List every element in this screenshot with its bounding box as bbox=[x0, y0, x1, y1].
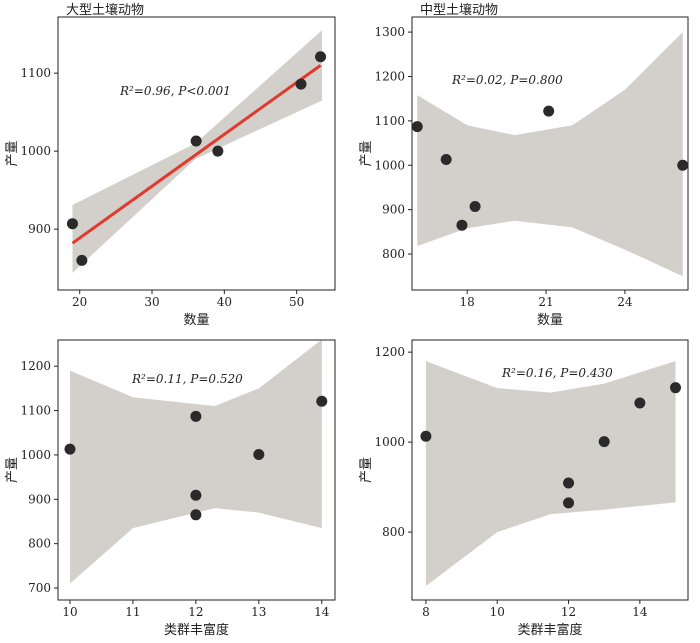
point bbox=[64, 443, 76, 455]
point bbox=[440, 153, 452, 165]
y-tick-label: 1000 bbox=[374, 435, 405, 449]
x-tick-label: 10 bbox=[62, 605, 77, 619]
panel-title: 大型土壤动物 bbox=[66, 2, 144, 18]
point bbox=[76, 254, 88, 266]
x-tick-label: 12 bbox=[561, 605, 576, 619]
y-tick-label: 900 bbox=[28, 492, 51, 506]
x-tick-label: 11 bbox=[125, 605, 140, 619]
confidence-band bbox=[425, 361, 676, 587]
point bbox=[190, 489, 202, 501]
confidence-band bbox=[72, 30, 322, 273]
y-axis-label: 产量 bbox=[359, 457, 374, 483]
plot-frame bbox=[57, 16, 336, 291]
plot-frame bbox=[57, 339, 336, 601]
point bbox=[670, 382, 682, 394]
point bbox=[469, 201, 481, 213]
point bbox=[190, 509, 202, 521]
y-tick-label: 1200 bbox=[20, 359, 51, 373]
y-tick-label: 800 bbox=[382, 247, 405, 261]
point bbox=[420, 430, 432, 442]
y-tick-label: 1000 bbox=[20, 448, 51, 462]
annotation: R²=0.02, P=0.800 bbox=[451, 73, 563, 87]
x-tick-label: 14 bbox=[314, 605, 330, 619]
point bbox=[190, 410, 202, 422]
point bbox=[411, 121, 423, 133]
x-axis-label: 类群丰富度 bbox=[517, 622, 582, 638]
y-tick-label: 800 bbox=[28, 537, 51, 551]
annotation: R²=0.11, P=0.520 bbox=[131, 372, 243, 386]
panel: 10 11 12 13 14 700 800 900 1000 1100 1200 类群丰富度 产量 R²… bbox=[5, 339, 336, 638]
point bbox=[634, 397, 646, 409]
x-tick-label: 20 bbox=[72, 295, 87, 309]
y-axis-label: 产量 bbox=[5, 457, 20, 483]
confidence-band bbox=[69, 340, 322, 584]
y-tick-label: 1100 bbox=[20, 404, 51, 418]
x-axis-label: 数量 bbox=[537, 313, 563, 328]
point bbox=[253, 448, 265, 460]
x-tick-label: 21 bbox=[538, 295, 553, 309]
x-tick-label: 50 bbox=[289, 295, 304, 309]
point bbox=[190, 135, 202, 147]
x-tick-label: 8 bbox=[422, 605, 430, 619]
y-tick-label: 1000 bbox=[374, 158, 405, 172]
y-axis-label: 产量 bbox=[359, 140, 374, 166]
y-tick-label: 900 bbox=[382, 203, 405, 217]
y-tick-label: 800 bbox=[382, 525, 405, 539]
point bbox=[598, 436, 610, 448]
x-tick-label: 14 bbox=[632, 605, 648, 619]
x-tick-label: 18 bbox=[460, 295, 475, 309]
point bbox=[456, 219, 468, 231]
x-tick-label: 12 bbox=[188, 605, 203, 619]
point bbox=[316, 395, 328, 407]
y-tick-label: 1000 bbox=[20, 144, 51, 158]
plot-frame bbox=[411, 339, 689, 601]
y-tick-label: 1300 bbox=[374, 25, 405, 39]
confidence-band bbox=[417, 32, 683, 277]
y-axis-label: 产量 bbox=[5, 140, 20, 166]
y-tick-label: 1200 bbox=[374, 69, 405, 83]
point bbox=[563, 497, 575, 509]
x-axis-label: 类群丰富度 bbox=[164, 622, 229, 638]
y-tick-label: 1100 bbox=[374, 114, 405, 128]
x-axis-label: 数量 bbox=[183, 313, 209, 328]
point bbox=[543, 105, 555, 117]
y-tick-label: 900 bbox=[28, 222, 51, 236]
x-tick-label: 40 bbox=[217, 295, 232, 309]
panel: 8 10 12 14 800 1000 1200 类群丰富度 产量 R²=0.16, P=0.43… bbox=[359, 339, 689, 638]
y-tick-label: 1200 bbox=[374, 345, 405, 359]
x-tick-label: 10 bbox=[490, 605, 505, 619]
point bbox=[295, 78, 307, 90]
point bbox=[212, 145, 224, 157]
annotation: R²=0.16, P=0.430 bbox=[501, 366, 613, 380]
x-tick-label: 30 bbox=[144, 295, 159, 309]
point bbox=[677, 159, 689, 171]
panel-title: 中型土壤动物 bbox=[420, 2, 498, 18]
point bbox=[66, 218, 78, 230]
plot-frame bbox=[411, 16, 689, 291]
x-tick-label: 13 bbox=[251, 605, 266, 619]
point bbox=[315, 51, 327, 63]
y-tick-label: 1100 bbox=[20, 66, 51, 80]
annotation: R²=0.96, P<0.001 bbox=[119, 84, 231, 98]
y-tick-label: 700 bbox=[28, 581, 51, 595]
x-tick-label: 24 bbox=[617, 295, 633, 309]
fit-line bbox=[71, 64, 322, 245]
point bbox=[563, 477, 575, 489]
